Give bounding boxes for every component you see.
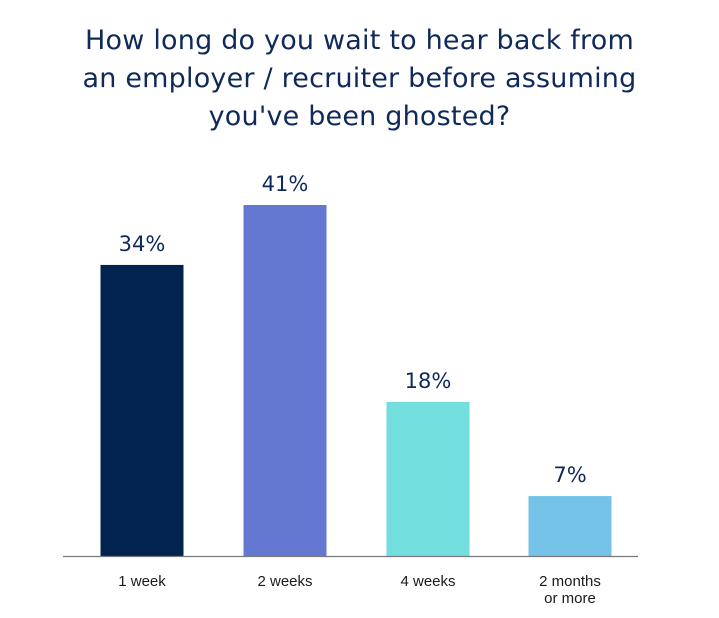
chart-title: How long do you wait to hear back from a… [0, 22, 719, 136]
value-label-1: 34% [119, 232, 166, 256]
category-label-4: 2 months or more [539, 573, 601, 607]
value-label-2: 41% [262, 172, 309, 196]
category-label-2: 2 weeks [257, 573, 312, 590]
bar-1 [100, 264, 184, 556]
chart-title-line-3: you've been ghosted? [208, 101, 511, 132]
category-label-3: 4 weeks [400, 573, 455, 590]
bar-2 [243, 205, 327, 556]
chart-title-line-2: an employer / recruiter before assuming [82, 63, 637, 94]
category-label-1: 1 week [118, 573, 166, 590]
chart-title-line-1: How long do you wait to hear back from [85, 25, 634, 56]
bar-3 [386, 401, 470, 556]
value-label-4: 7% [553, 463, 586, 487]
value-label-3: 18% [405, 369, 452, 393]
bar-4 [528, 496, 612, 556]
